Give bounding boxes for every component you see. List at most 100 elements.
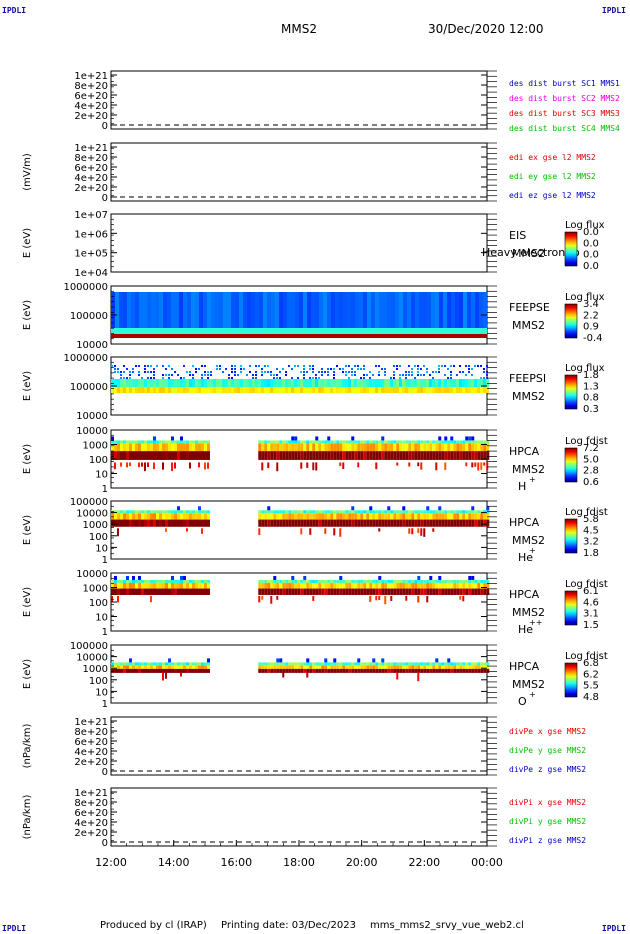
spectrogram-cell xyxy=(360,379,363,387)
spectrogram-cell xyxy=(465,451,469,460)
spectrogram-cell xyxy=(456,443,460,452)
spectrogram-cell xyxy=(363,374,365,376)
spectrogram-cell xyxy=(396,668,400,673)
spectrogram-cell xyxy=(267,662,271,666)
spectrogram-cell xyxy=(132,513,135,520)
spectrogram-cell xyxy=(447,582,451,589)
spacecraft-label: MMS2 xyxy=(512,390,545,403)
spectrogram-cell xyxy=(480,513,484,520)
spectrogram-cell xyxy=(138,575,141,580)
spectrogram-cell xyxy=(471,588,475,595)
spectrogram-cell xyxy=(347,292,351,336)
spectrogram-cell xyxy=(474,665,478,669)
y-axis-label: E (eV) xyxy=(22,587,33,617)
panel-frame xyxy=(110,142,488,202)
spectrogram-cell xyxy=(141,451,144,460)
spectrogram-cell xyxy=(369,510,373,514)
spectrogram-cell xyxy=(315,519,319,527)
spectrogram-cell xyxy=(420,588,424,595)
colorbar-tick-label: -0.4 xyxy=(583,333,603,344)
spectrogram-cell xyxy=(477,665,481,669)
spectrogram-cell xyxy=(291,519,295,527)
spectrogram-cell xyxy=(351,510,355,514)
spectrogram-cell xyxy=(336,582,340,589)
spectrogram-cell xyxy=(174,462,176,469)
spectrogram-cell xyxy=(306,443,310,452)
spectrogram-cell xyxy=(207,374,209,376)
spectrogram-cell xyxy=(333,513,337,520)
spectrogram-cell xyxy=(168,665,171,669)
spectrogram-cell xyxy=(147,292,151,336)
spectrogram-cell xyxy=(171,582,174,589)
spectrogram-cell xyxy=(432,665,436,669)
spectrogram-cell xyxy=(147,387,150,393)
spectrogram-cell xyxy=(174,510,177,514)
spectrogram-cell xyxy=(171,588,174,595)
colorbar-tick-label: 5.8 xyxy=(583,514,599,525)
spectrogram-cell xyxy=(132,387,135,393)
spectrogram-cell xyxy=(211,292,215,336)
spectrogram-cell xyxy=(273,579,277,583)
spectrogram-cell xyxy=(381,379,384,387)
spectrogram-cell xyxy=(327,292,331,336)
spectrogram-cell xyxy=(435,588,439,595)
spectrogram-cell xyxy=(411,368,413,370)
spectrogram-cell xyxy=(486,579,490,583)
spectrogram-cell xyxy=(138,579,141,583)
spectrogram-cell xyxy=(477,387,480,393)
spectrogram-cell xyxy=(319,292,323,336)
spectrogram-cell xyxy=(120,513,123,520)
spectrogram-cell xyxy=(335,292,339,336)
colorbar-tick-label: 2.8 xyxy=(583,466,599,477)
spectrogram-cell xyxy=(258,665,262,669)
spectrogram-cell xyxy=(153,379,156,387)
spectrogram-cell xyxy=(396,513,400,520)
spectrogram-cell xyxy=(114,451,117,460)
spectrogram-cell xyxy=(132,451,135,460)
spectrogram-cell xyxy=(135,582,138,589)
colorbar-tick-label: 0.0 xyxy=(583,227,599,238)
spectrogram-cell xyxy=(204,662,207,666)
spectrogram-cell xyxy=(159,588,162,595)
spectrogram-cell xyxy=(120,579,123,583)
spectrogram-cell xyxy=(366,662,370,666)
spectrogram-cell xyxy=(468,513,472,520)
spectrogram-cell xyxy=(138,462,140,468)
spectrogram-cell xyxy=(276,387,279,393)
spectrogram-cell xyxy=(150,387,153,393)
spectrogram-cell xyxy=(426,440,430,444)
spectrogram-cell xyxy=(132,371,134,373)
spectrogram-cell xyxy=(198,662,201,666)
spectrogram-cell xyxy=(123,377,125,379)
spectrogram-cell xyxy=(285,443,289,452)
y-tick-label: 100 xyxy=(89,598,108,609)
spectrogram-cell xyxy=(354,387,357,393)
y-tick-label: 10 xyxy=(95,687,108,698)
legend-entry: divPi x gse MMS2 xyxy=(509,798,586,807)
spectrogram-cell xyxy=(429,443,433,452)
spectrogram-cell xyxy=(360,513,364,520)
spectrogram-cell xyxy=(378,365,380,367)
spectrogram-cell xyxy=(129,668,132,673)
spectrogram-cell xyxy=(381,588,385,595)
spectrogram-cell xyxy=(420,582,424,589)
spectrogram-cell xyxy=(402,665,406,669)
spectrogram-cell xyxy=(366,379,369,387)
spectrogram-cell xyxy=(438,582,442,589)
spectrogram-cell xyxy=(261,368,263,370)
spectrogram-cell xyxy=(123,443,126,452)
spectrogram-cell xyxy=(432,528,435,532)
spectrogram-cell xyxy=(291,451,295,460)
spectrogram-cell xyxy=(114,519,117,527)
spectrogram-cell xyxy=(264,510,268,514)
spectrogram-cell xyxy=(354,440,358,444)
spectrogram-cell xyxy=(384,387,387,393)
spectrogram-cell xyxy=(369,582,373,589)
spectrogram-cell xyxy=(342,368,344,370)
spectrogram-cell xyxy=(417,513,421,520)
spectrogram-cell xyxy=(153,519,156,527)
spectrogram-cell xyxy=(444,510,448,514)
spectrogram-cell xyxy=(186,510,189,514)
spectrogram-cell xyxy=(114,588,117,595)
spectrogram-cell xyxy=(111,334,487,338)
